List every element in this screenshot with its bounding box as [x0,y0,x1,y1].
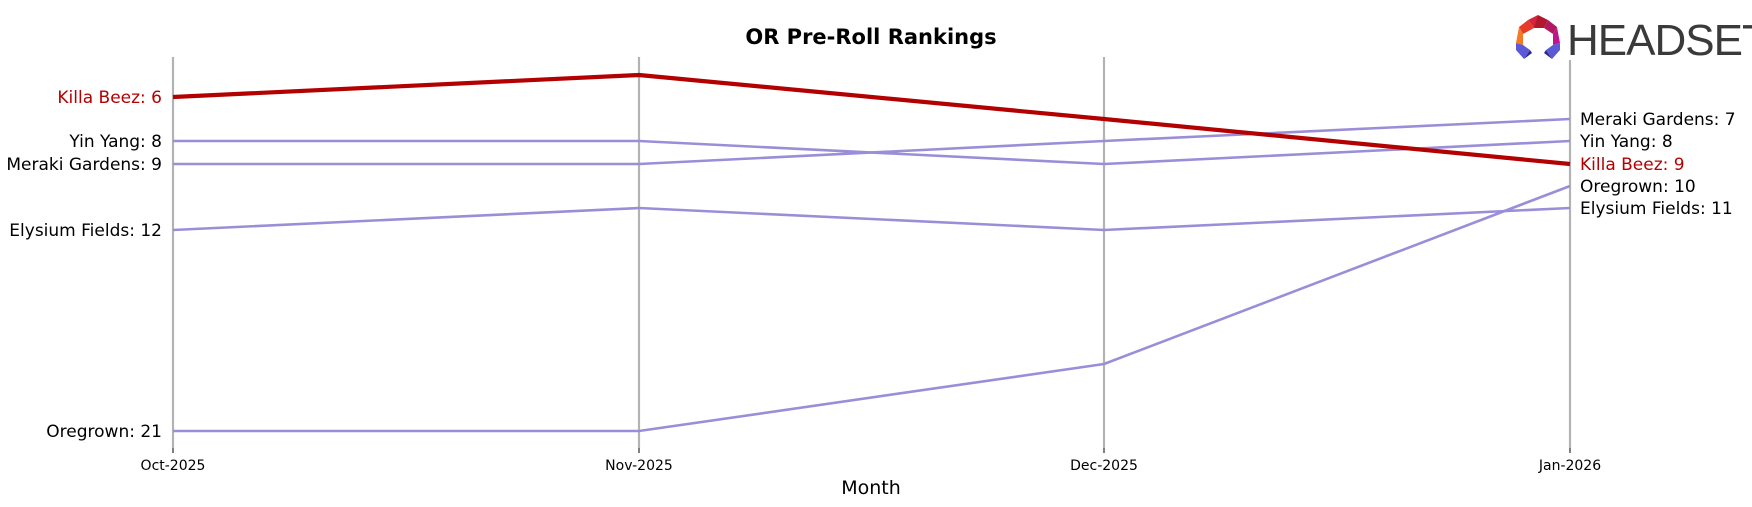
tick-label-oct-2025: Oct-2025 [141,458,206,474]
x-axis-label: Month [841,477,901,499]
x-ticks [172,448,1571,453]
series-lines [172,72,1571,433]
right-label-elysium-fields: Elysium Fields: 11 [1580,199,1733,219]
x-tick-labels: Oct-2025 Nov-2025 Dec-2025 Jan-2026 [141,458,1602,474]
headset-logo: HEADSET [1516,15,1752,65]
tick-label-dec-2025: Dec-2025 [1070,458,1138,474]
line-killa-beez [172,72,1571,167]
right-label-yin-yang: Yin Yang: 8 [1579,132,1673,152]
right-label-oregrown: Oregrown: 10 [1580,177,1696,197]
right-label-killa-beez: Killa Beez: 9 [1580,155,1685,175]
line-elysium-fields [172,206,1571,232]
tick-label-nov-2025: Nov-2025 [605,458,673,474]
left-label-killa-beez: Killa Beez: 6 [57,88,162,108]
left-label-meraki-gardens: Meraki Gardens: 9 [6,155,162,175]
left-label-oregrown: Oregrown: 21 [46,422,162,442]
headset-logo-icon [1516,15,1560,59]
chart-title: OR Pre-Roll Rankings [745,25,996,49]
headset-logo-text: HEADSET [1567,16,1752,65]
right-labels: Meraki Gardens: 7 Yin Yang: 8 Killa Beez… [1579,110,1736,219]
line-oregrown [173,184,1571,433]
left-label-elysium-fields: Elysium Fields: 12 [9,221,162,241]
tick-label-jan-2026: Jan-2026 [1538,458,1601,474]
left-labels: Killa Beez: 6 Yin Yang: 8 Meraki Gardens… [6,88,162,442]
right-label-meraki-gardens: Meraki Gardens: 7 [1580,110,1736,130]
vertical-gridlines [171,57,1572,448]
line-yin-yang [173,139,1571,166]
left-label-yin-yang: Yin Yang: 8 [68,132,162,152]
